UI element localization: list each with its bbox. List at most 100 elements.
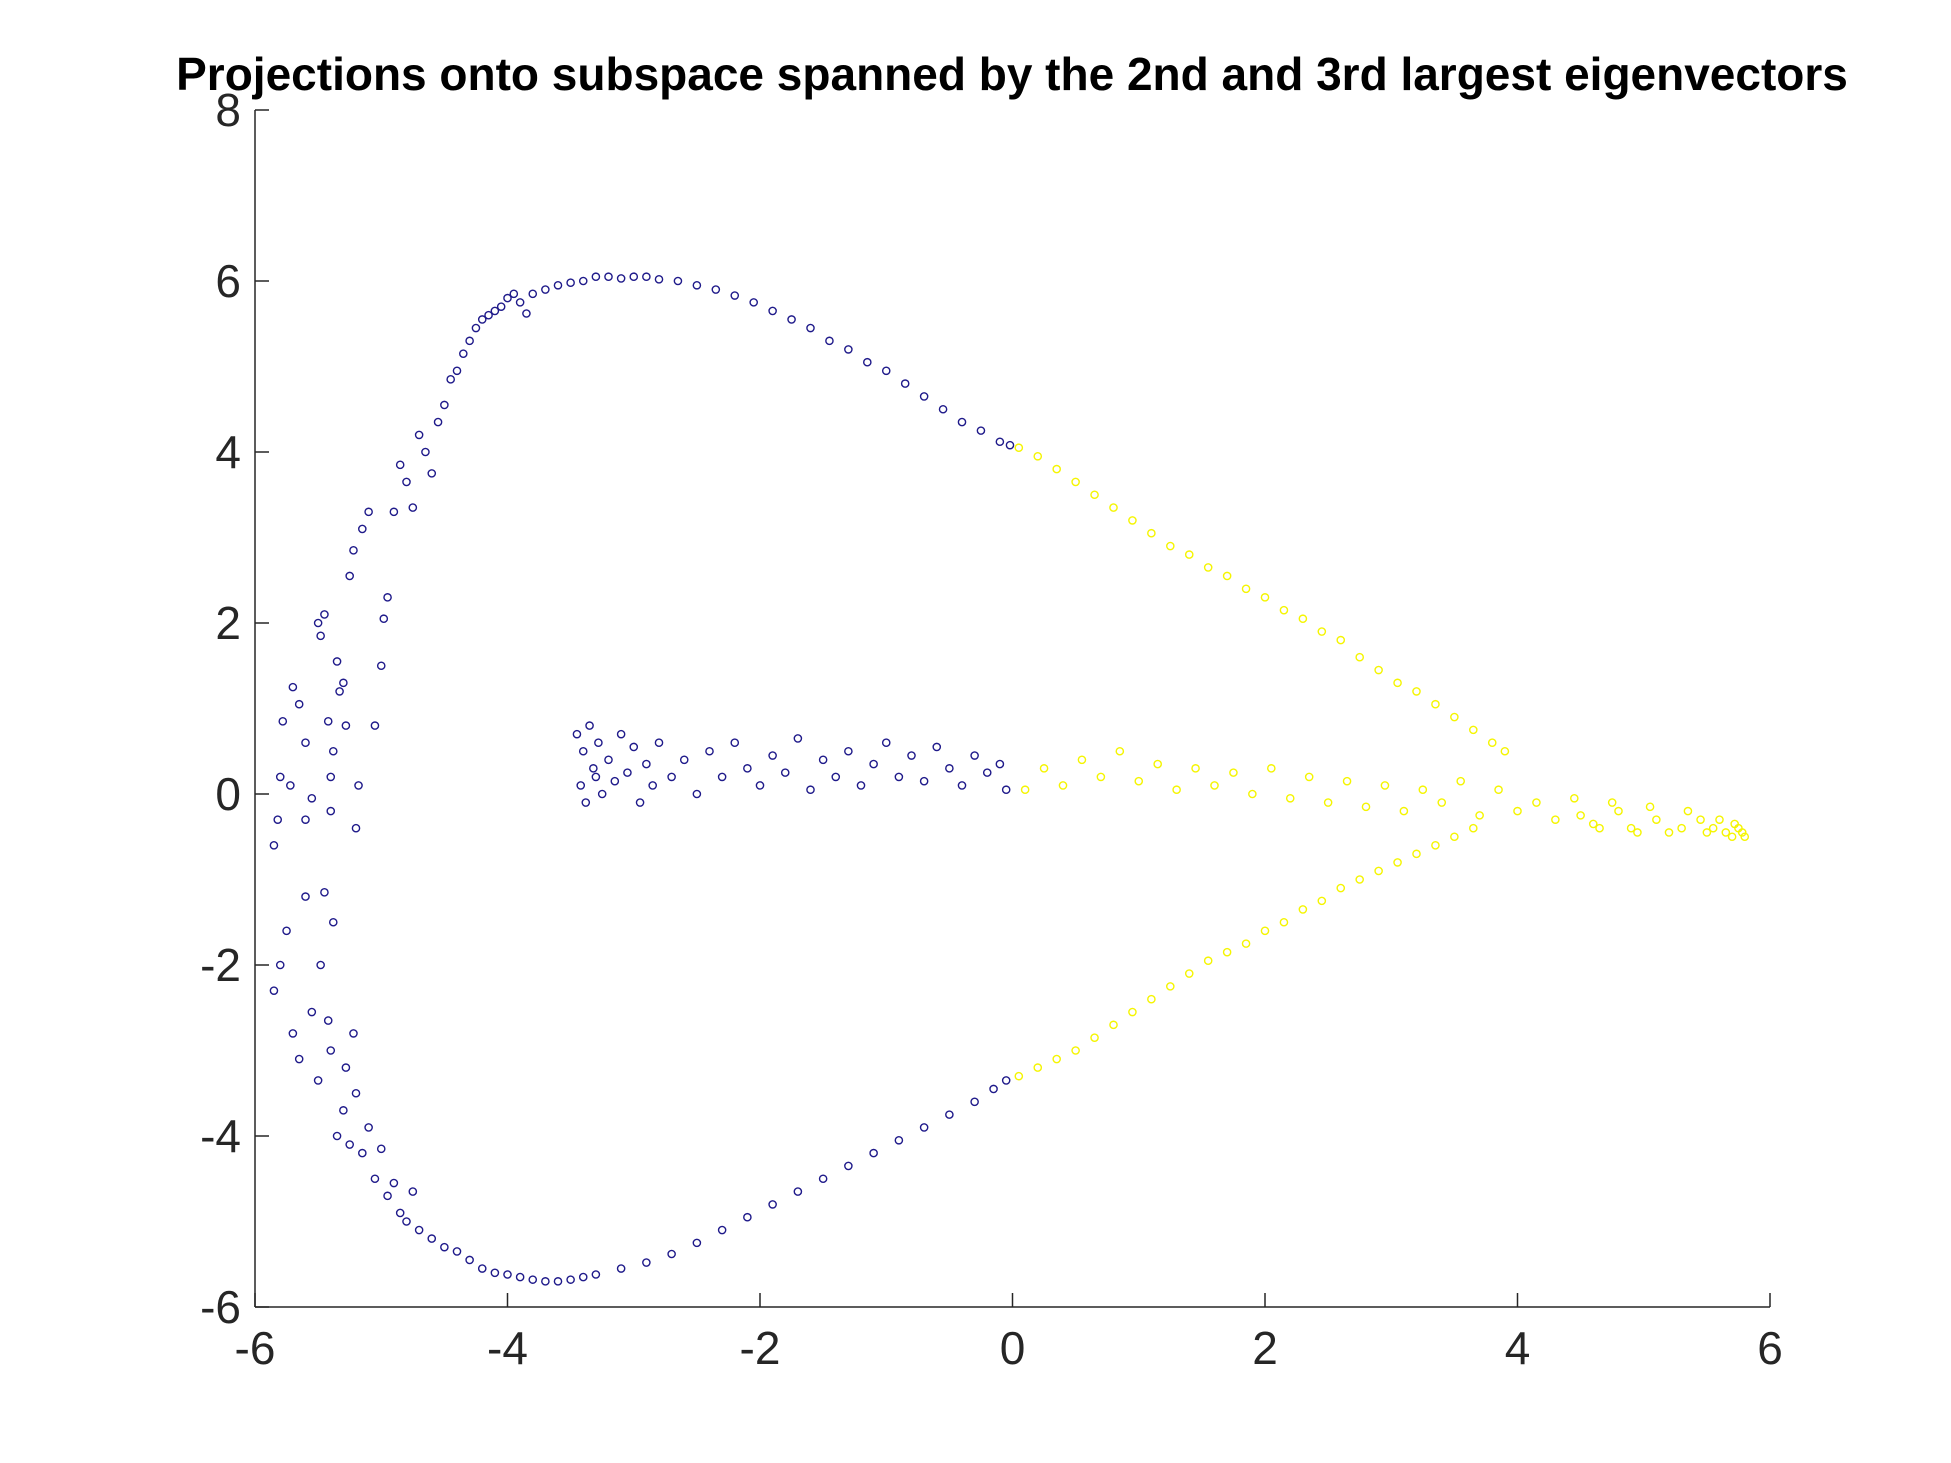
scatter-point [1437,798,1447,807]
scatter-point [1298,614,1308,624]
scatter-point [654,274,664,284]
scatter-point [1153,759,1162,769]
scatter-point [288,1029,298,1038]
scatter-point [1500,746,1510,756]
scatter-point [1166,541,1175,551]
scatter-point [768,306,777,316]
scatter-point [957,417,967,427]
scatter-point [623,768,632,777]
scatter-point [1260,926,1270,936]
scatter-point [730,738,740,748]
scatter-point [1052,464,1061,474]
scatter-point [1033,451,1043,461]
scatter-point [591,272,601,282]
y-tick-label: 8 [215,84,241,136]
scatter-point [705,746,714,756]
x-tick-label: -2 [740,1322,781,1374]
scatter-point [326,772,336,782]
scatter-point [1696,815,1705,824]
scatter-point [408,1187,418,1196]
scatter-point [1033,1063,1043,1072]
scatter-point [1551,815,1560,824]
scatter-point [1450,712,1459,722]
scatter-point [1001,785,1011,795]
scatter-point [1570,793,1579,803]
scatter-point [1336,635,1346,645]
scatter-point [1001,1076,1011,1085]
scatter-point [1595,823,1604,833]
scatter-point [780,768,790,777]
scatter-point [604,272,613,282]
scatter-point [364,507,373,517]
scatter-point [341,721,351,730]
scatter-point [881,366,891,376]
scatter-point [648,781,657,790]
scatter-point [856,781,866,790]
scatter-point [515,298,525,307]
scatter-point [465,1255,474,1265]
scatter-point [490,306,500,316]
scatter-point [351,823,361,833]
scatter-point [1677,823,1686,833]
scatter-point [1399,806,1409,816]
scatter-point [1020,785,1030,795]
scatter-point [919,776,929,786]
x-tick-label: 0 [1000,1322,1026,1374]
y-ticks: -6 -4 -2 0 2 4 6 8 [200,84,269,1333]
scatter-point [1342,776,1352,786]
scatter-point [1475,811,1484,820]
scatter-point [496,302,506,311]
scatter-point [1090,1033,1099,1042]
scatter-point [1730,819,1739,829]
scatter-point [1071,477,1080,487]
scatter-point [869,1148,878,1158]
scatter-point [522,309,531,318]
scatter-point [515,1272,525,1282]
scatter-point [421,447,430,457]
scatter-point [1191,764,1200,773]
scatter-point [1336,883,1346,893]
scatter-point [610,776,620,786]
scatter-point [717,772,727,782]
scatter-point [869,759,878,769]
scatter-point [894,1135,904,1145]
scatter-point [589,764,598,773]
scatter-point [743,764,752,773]
scatter-point [326,806,336,816]
scatter-point [358,1148,367,1158]
scatter-point [1431,841,1440,850]
scatter-point [995,437,1005,447]
scatter-point [1077,755,1087,765]
scatter-point [1380,781,1390,790]
scatter-point [945,1110,954,1119]
scatter-point [581,798,591,807]
scatter-point [1229,768,1238,777]
scatter-point [1393,858,1402,867]
y-tick-label: 4 [215,426,241,478]
scatter-point [755,781,765,790]
scatter-point [743,1212,752,1222]
scatter-point [1456,776,1465,786]
scatter-point [1298,905,1308,914]
scatter-point [446,375,455,384]
y-tick-label: 2 [215,597,241,649]
scatter-point [541,285,550,294]
scatter-point [938,404,948,414]
scatter-point [578,1272,588,1282]
scatter-point [332,1131,342,1141]
scatter-point [1513,806,1522,816]
scatter-point [957,781,967,790]
scatter-point [477,1264,487,1273]
scatter-point [528,1275,538,1284]
scatter-point [275,960,285,970]
scatter-point [806,785,815,795]
scatter-point [768,751,777,760]
scatter-point [970,1097,979,1107]
scatter-point [1683,806,1693,816]
scatter-point [345,1140,354,1149]
scatter-point [1128,1007,1137,1017]
scatter-point [1412,849,1421,859]
scatter-point [294,699,304,709]
scatter-point [1487,738,1497,748]
